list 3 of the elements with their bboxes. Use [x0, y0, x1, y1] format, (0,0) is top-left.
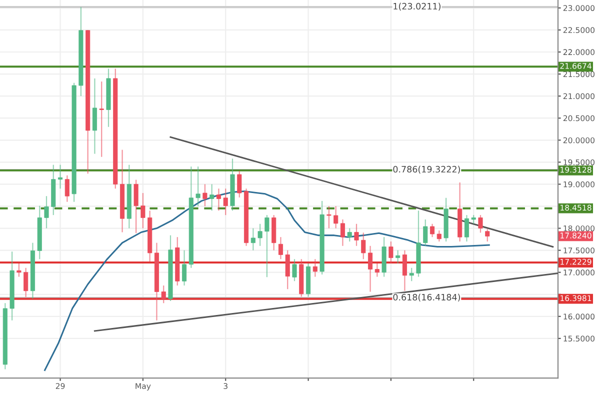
- annotation: 0.618(16.4184): [393, 294, 460, 302]
- annotation: 0.786(19.3222): [393, 166, 460, 174]
- annotation: 1(23.0211): [394, 2, 440, 11]
